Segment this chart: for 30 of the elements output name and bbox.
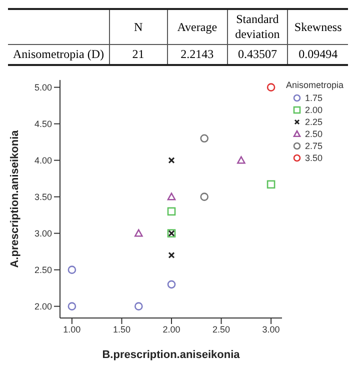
legend-label: 2.25 xyxy=(305,117,323,127)
legend-title: Anisometropia xyxy=(286,80,344,90)
legend-label: 2.50 xyxy=(305,129,323,139)
data-label: 21 xyxy=(109,44,168,65)
x-tick-label: 3.00 xyxy=(262,324,280,334)
x-tick-label: 2.50 xyxy=(212,324,230,334)
legend-label: 2.75 xyxy=(305,141,323,151)
legend-label: 2.00 xyxy=(305,105,323,115)
y-tick-label: 2.50 xyxy=(34,265,52,276)
y-tick-label: 3.50 xyxy=(34,192,52,202)
x-tick-label: 2.00 xyxy=(162,324,180,334)
legend-label: 3.50 xyxy=(305,153,323,163)
legend-label: 1.75 xyxy=(305,93,323,103)
y-tick-label: 5.00 xyxy=(34,82,52,92)
y-axis-title: A.prescription.aniseikonia xyxy=(8,129,21,268)
y-tick-label: 4.50 xyxy=(34,119,52,129)
x-tick-label: 1.50 xyxy=(112,324,130,334)
x-tick-label: Average xyxy=(167,9,228,44)
x-tick-label: Skewness xyxy=(288,9,348,44)
x-tick-label: 1.00 xyxy=(63,324,81,334)
x-axis-title: B.prescription.aniseikonia xyxy=(102,349,241,361)
x-tick-label: N xyxy=(109,9,168,44)
x-tick-label: Standard deviation xyxy=(227,9,288,44)
y-tick-label: 4.00 xyxy=(34,156,52,166)
data-label: 2.2143 xyxy=(167,44,228,65)
data-label: 0.09494 xyxy=(288,44,348,65)
y-tick-label: 2.00 xyxy=(34,302,52,312)
data-label: 0.43507 xyxy=(227,44,288,65)
y-tick-label: Anisometropia (D) xyxy=(8,44,110,65)
y-tick-label: 3.00 xyxy=(34,228,52,239)
